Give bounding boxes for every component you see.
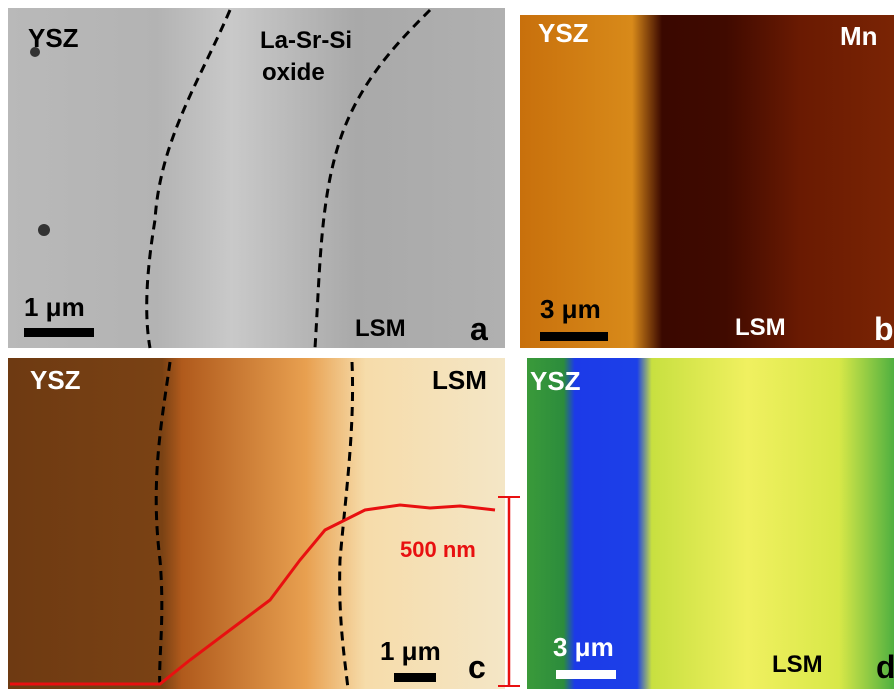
label: LSM xyxy=(735,314,786,341)
panel-d: YSZ LSM 3 μm d xyxy=(527,358,894,689)
label: YSZ xyxy=(28,23,79,53)
panel-letter: c xyxy=(468,649,486,685)
figure: YSZ La-Sr-Si oxide LSM 1 μm a YSZ Mn LSM… xyxy=(0,0,894,689)
panel-letter: a xyxy=(470,311,488,347)
label: YSZ xyxy=(538,18,589,48)
label: LSM xyxy=(355,315,406,342)
scale-label: 1 μm xyxy=(380,636,441,666)
panel-a: YSZ La-Sr-Si oxide LSM 1 μm a xyxy=(8,8,505,348)
scale-label: 3 μm xyxy=(553,632,614,662)
pore xyxy=(38,224,50,236)
panel-b: YSZ Mn LSM 3 μm b xyxy=(520,15,894,348)
scale-bar xyxy=(540,332,608,341)
panel-c: YSZ LSM 500 nm 1 μm c xyxy=(8,358,520,689)
scale-label: 1 μm xyxy=(24,292,85,322)
label: YSZ xyxy=(30,365,81,395)
panel-letter: b xyxy=(874,311,894,347)
scale-bar xyxy=(24,328,94,337)
scale-bar xyxy=(394,673,436,682)
label: oxide xyxy=(262,59,325,86)
label: YSZ xyxy=(530,366,581,396)
label: 500 nm xyxy=(400,537,476,562)
label: La-Sr-Si xyxy=(260,27,352,54)
scale-bar xyxy=(556,670,616,679)
label: LSM xyxy=(772,651,823,678)
label: LSM xyxy=(432,365,487,395)
label: Mn xyxy=(840,21,878,51)
panel-letter: d xyxy=(876,649,894,685)
scale-label: 3 μm xyxy=(540,294,601,324)
